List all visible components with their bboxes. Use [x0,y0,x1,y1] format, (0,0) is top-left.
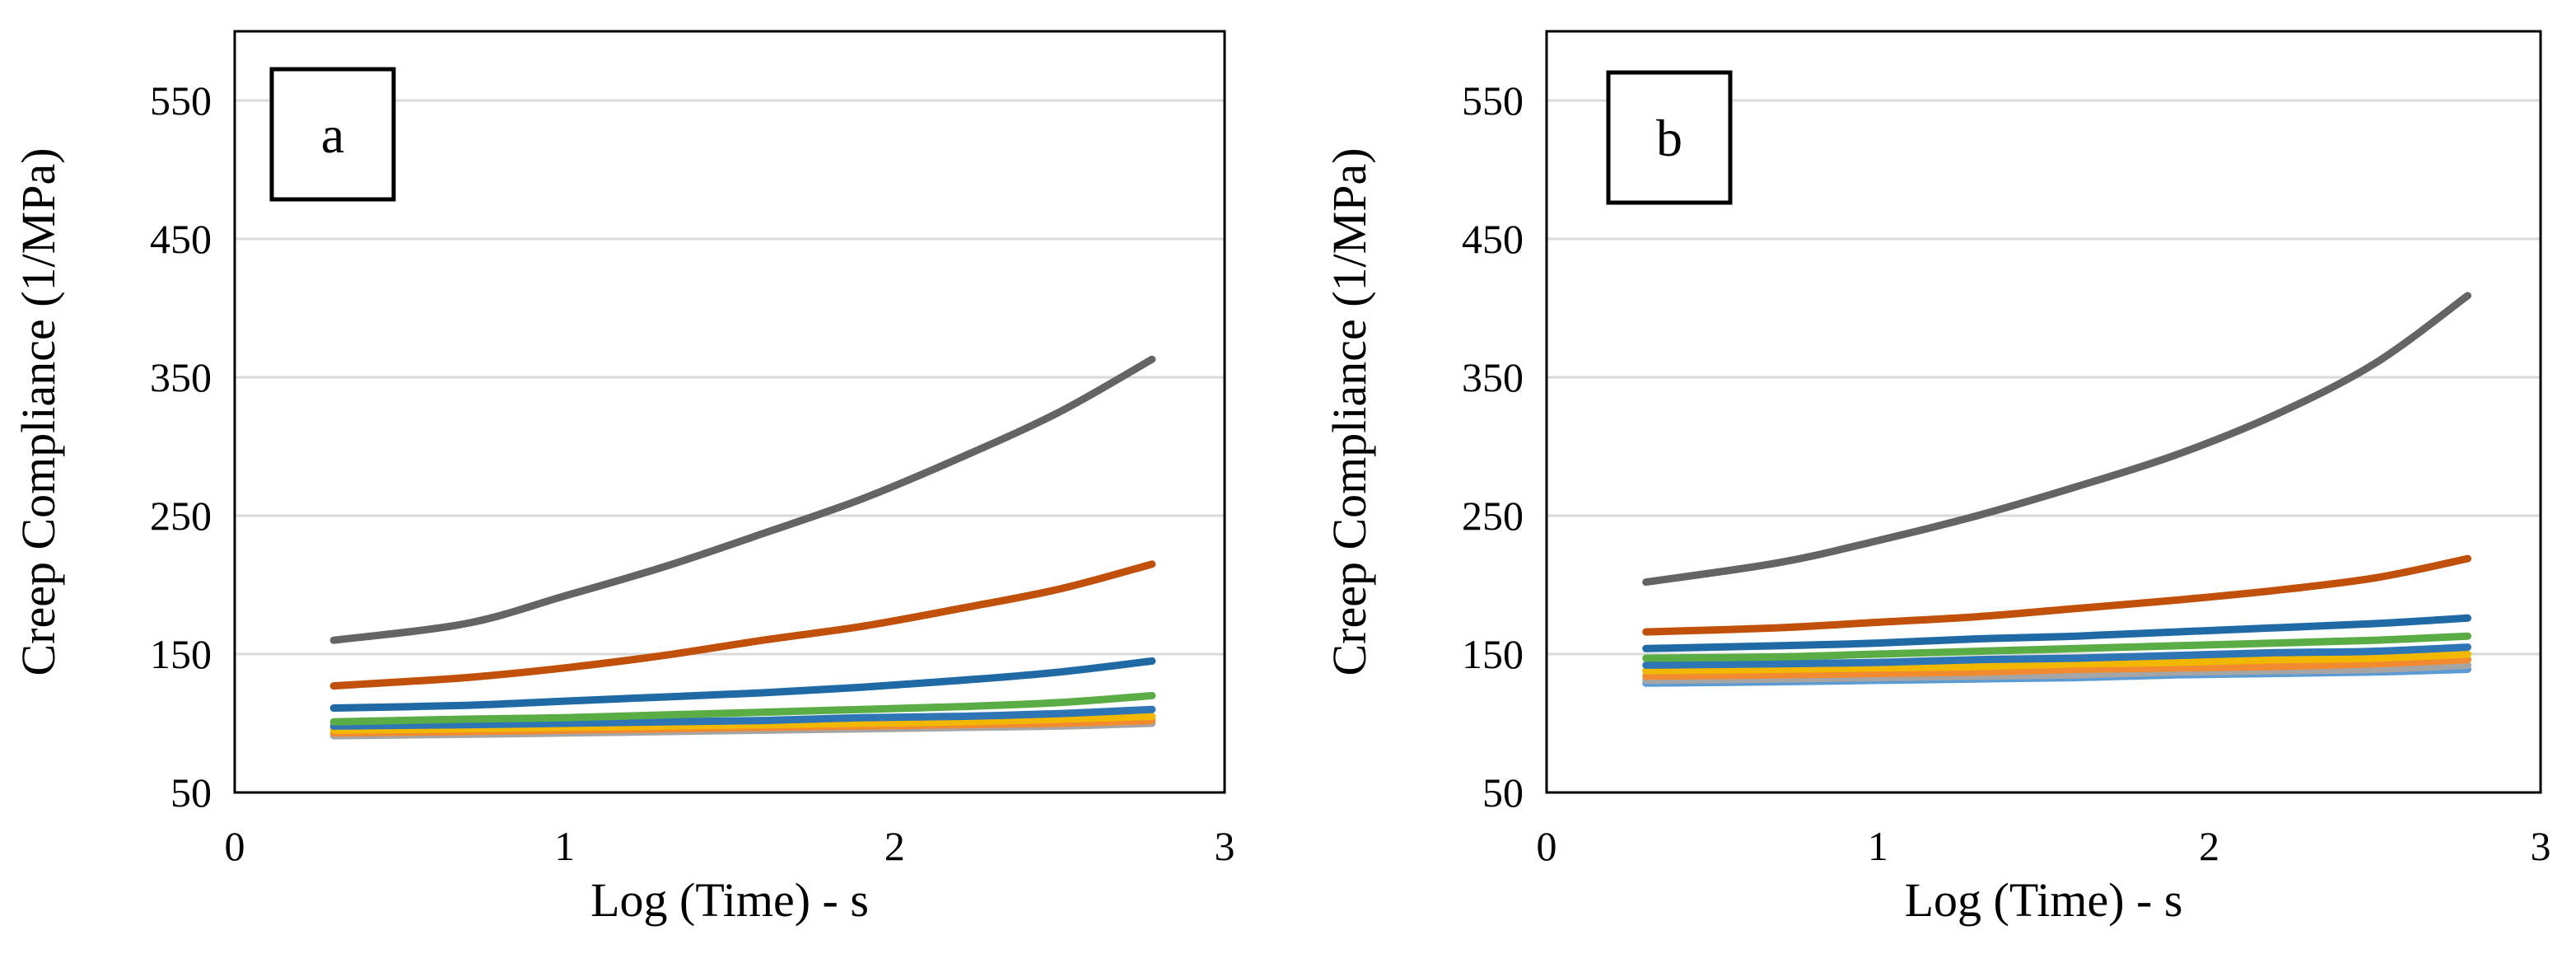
series-line-light-grey [1642,661,2471,685]
series-line-green [1642,632,2471,662]
y-axis-title: Creep Compliance (1/MPa) [12,147,65,676]
y-tick-label: 450 [1462,216,1524,262]
y-tick-label: 50 [170,769,212,816]
x-tick-label: 0 [225,823,245,869]
x-tick-label: 2 [2199,823,2219,869]
series-line-blue [1642,643,2471,669]
x-tick-label: 2 [884,823,905,869]
series-line-orange [329,560,1156,690]
x-axis-title: Log (Time) - s [590,873,869,927]
series-line-grey [329,355,1156,644]
series-line-light-orange [1642,656,2471,680]
x-tick-label: 1 [1868,823,1888,869]
y-tick-label: 550 [1462,77,1524,124]
panel-b: 50 150 250 350 450 550 0 1 2 3 Log (Time) - s Creep… [1323,30,2551,927]
x-tick-label: 3 [2531,823,2551,869]
x-tick-label: 1 [554,823,575,869]
x-tick-label: 3 [1215,823,1235,869]
plot-frame [233,30,1226,794]
y-tick-label: 350 [150,354,212,400]
y-tick-label: 350 [1462,354,1524,400]
series-line-yellow [329,713,1156,734]
plot-frame [1545,30,2542,794]
panel-label-box [269,67,396,202]
x-tick-label: 0 [1537,823,1557,869]
series-line-yellow [1642,650,2471,675]
series-line-green [329,691,1156,726]
series-line-dark-blue [1642,614,2471,652]
y-tick-label: 250 [150,493,212,539]
series-line-grey [1642,292,2471,587]
y-tick-label: 550 [150,77,212,124]
series-line-dark-blue [329,657,1156,712]
x-axis-title: Log (Time) - s [1905,873,2183,927]
y-tick-label: 50 [1482,769,1524,816]
y-tick-label: 150 [150,631,212,677]
panel-label: b [1656,109,1682,167]
panel-label: a [321,105,344,164]
y-tick-label: 250 [1462,493,1524,539]
panel-a: 50 150 250 350 450 550 0 1 2 3 Log (Time) - s Creep… [12,30,1235,927]
y-axis-title: Creep Compliance (1/MPa) [1323,147,1376,676]
series-line-blue [329,705,1156,730]
y-tick-label: 450 [150,216,212,262]
y-tick-label: 150 [1462,631,1524,677]
series-line-orange [1642,554,2471,636]
panel-label-box [1606,70,1733,205]
